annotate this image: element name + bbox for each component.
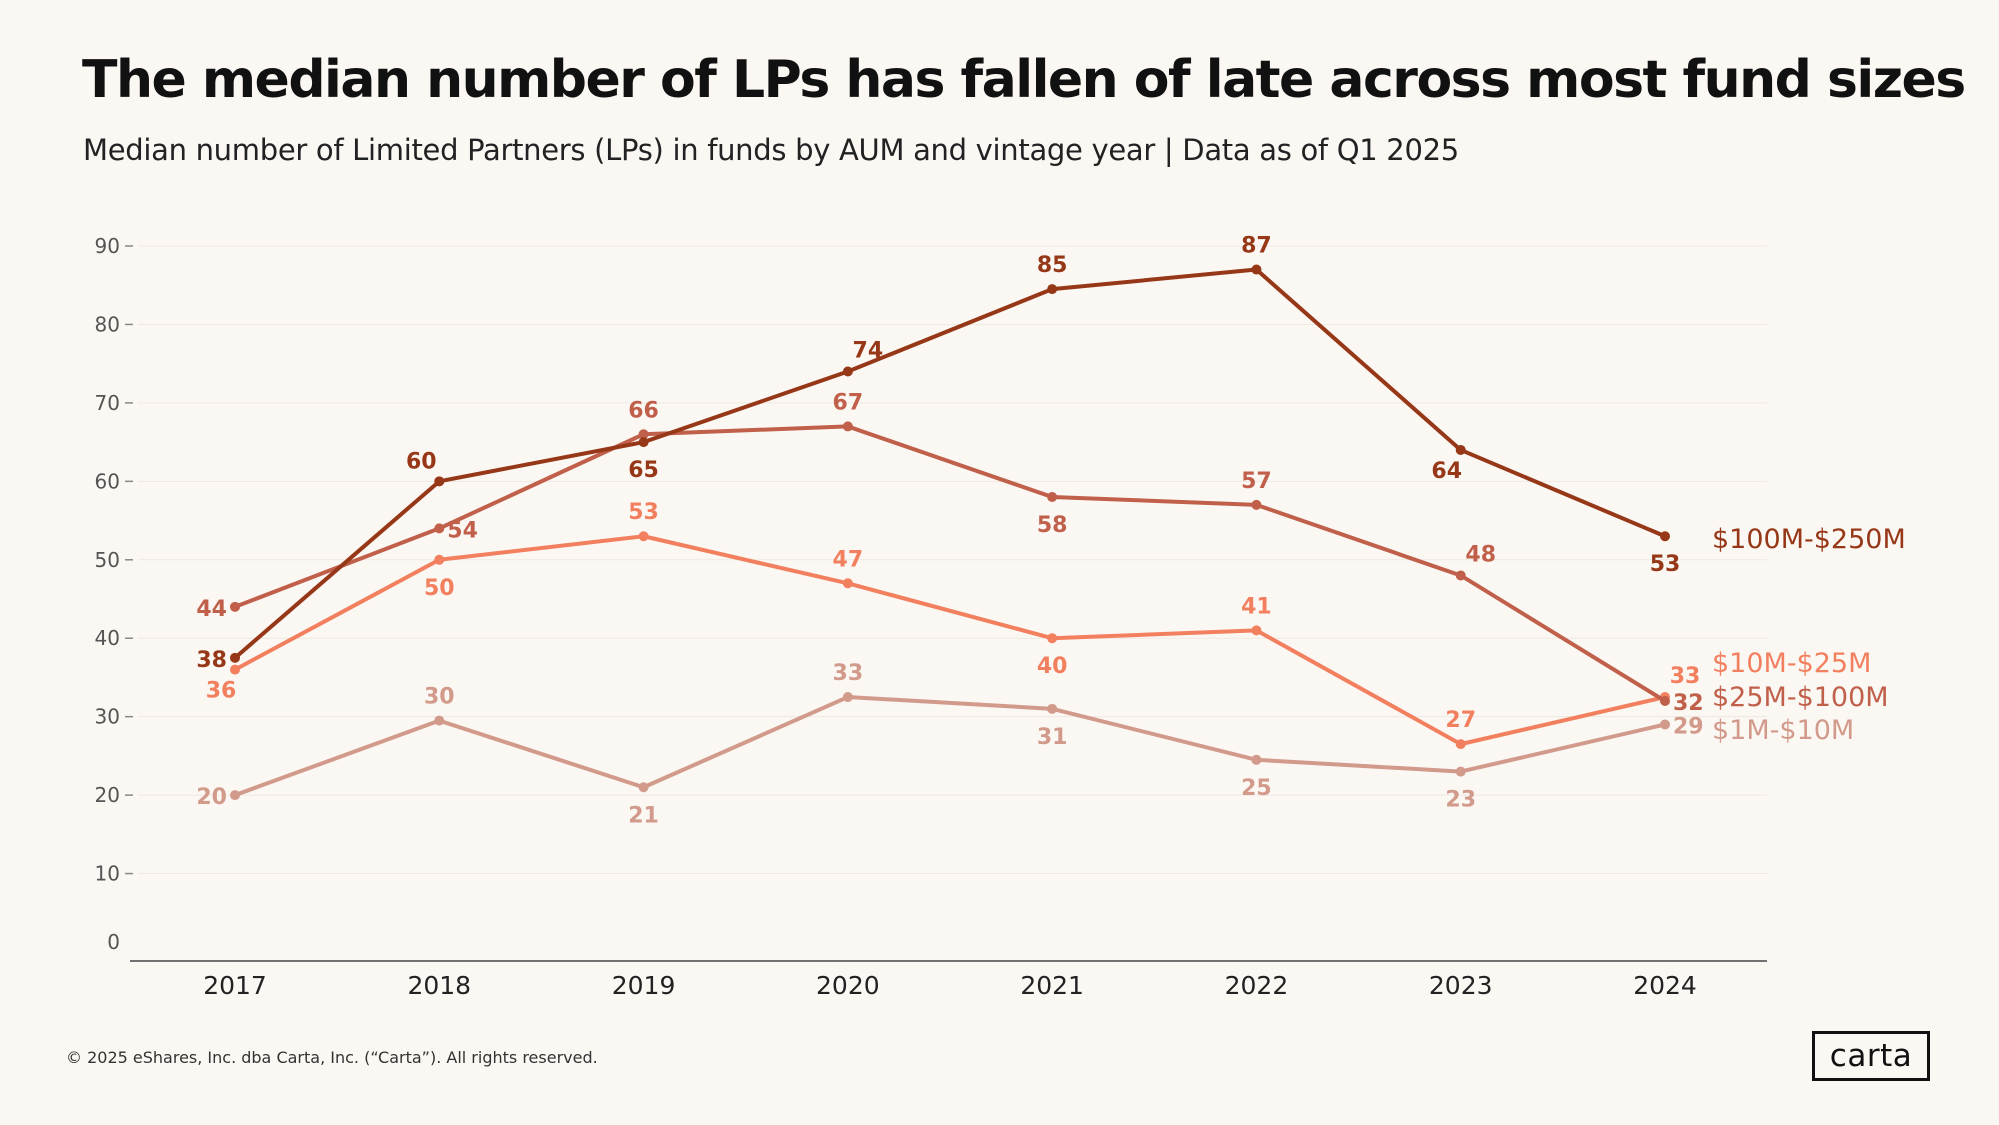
data-label-25m-100m-2019: 66 [628, 398, 659, 423]
data-point-1m-10m-2018 [434, 715, 445, 726]
data-point-10m-25m-2017 [230, 664, 240, 675]
series-lines [230, 264, 1670, 801]
legend-label-25m-100m: $25M-$100M [1712, 682, 1889, 713]
data-label-100m-250m-2022: 87 [1241, 234, 1272, 259]
grid-lines [138, 245, 1767, 875]
data-point-100m-250m-2019 [638, 437, 649, 448]
data-point-1m-10m-2022 [1251, 754, 1262, 765]
data-label-25m-100m-2017: 44 [196, 597, 227, 622]
data-label-1m-10m-2022: 25 [1241, 776, 1272, 801]
y-tick-label-30: 30 [95, 705, 120, 729]
data-label-10m-25m-2019: 53 [628, 500, 659, 525]
data-point-10m-25m-2023 [1455, 739, 1466, 750]
series-line-10m-25m [233, 534, 1667, 747]
data-label-1m-10m-2017: 20 [196, 785, 227, 810]
data-label-25m-100m-2018: 54 [447, 518, 478, 543]
carta-logo: carta [1812, 1031, 1930, 1081]
chart-title: The median number of LPs has fallen of l… [82, 50, 1966, 110]
data-label-10m-25m-2020: 47 [833, 547, 864, 572]
data-point-1m-10m-2020 [842, 692, 853, 703]
data-labels: 20 30 21 33 31 25 23 29 36 50 53 47 40 41 27 33 44 54 66 67… [196, 234, 1703, 829]
data-point-25m-100m-2024 [1660, 695, 1670, 706]
x-tick-label-2022: 2022 [1225, 971, 1289, 1000]
y-tick-label-80: 80 [95, 312, 120, 336]
data-point-10m-25m-2020 [842, 578, 853, 589]
y-tick-label-50: 50 [95, 548, 120, 572]
data-label-1m-10m-2024: 29 [1673, 715, 1704, 740]
data-label-1m-10m-2021: 31 [1037, 725, 1068, 750]
x-tick-label-2023: 2023 [1429, 971, 1493, 1000]
data-label-100m-250m-2024: 53 [1650, 552, 1681, 577]
y-tick-label-20: 20 [95, 783, 120, 807]
legend-label-10m-25m: $10M-$25M [1712, 648, 1871, 679]
x-tick-label-2019: 2019 [612, 971, 676, 1000]
y-tick-label-90: 90 [95, 234, 120, 258]
data-point-25m-100m-2023 [1455, 570, 1466, 581]
legend: $100M-$250M $10M-$25M$25M-$100M$1M-$10M [1712, 524, 1906, 746]
data-label-25m-100m-2020: 67 [833, 390, 864, 415]
data-label-10m-25m-2021: 40 [1037, 654, 1068, 679]
data-point-25m-100m-2020 [842, 421, 853, 432]
data-point-100m-250m-2021 [1047, 284, 1058, 295]
data-label-10m-25m-2022: 41 [1241, 594, 1272, 619]
data-point-1m-10m-2019 [638, 782, 649, 793]
x-tick-label-2024: 2024 [1633, 971, 1697, 1000]
data-point-25m-100m-2022 [1251, 499, 1262, 510]
series-line-100m-250m [233, 267, 1667, 660]
data-label-1m-10m-2019: 21 [628, 803, 659, 828]
data-point-10m-25m-2019 [638, 531, 649, 542]
data-label-100m-250m-2023: 64 [1431, 459, 1462, 484]
data-label-1m-10m-2023: 23 [1445, 788, 1476, 813]
chart-subtitle: Median number of Limited Partners (LPs) … [83, 133, 1459, 167]
data-label-10m-25m-2018: 50 [424, 576, 455, 601]
data-label-10m-25m-2023: 27 [1445, 708, 1476, 733]
y-tick-label-0: 0 [107, 930, 120, 954]
series-line-1m-10m [233, 695, 1667, 798]
data-point-100m-250m-2020 [842, 366, 853, 377]
x-tick-label-2017: 2017 [203, 971, 267, 1000]
data-label-100m-250m-2018: 60 [406, 449, 437, 474]
data-point-25m-100m-2017 [230, 601, 240, 612]
data-point-1m-10m-2023 [1455, 766, 1466, 777]
data-point-25m-100m-2021 [1047, 492, 1058, 503]
y-tick-label-40: 40 [95, 626, 120, 650]
y-tick-label-10: 10 [95, 862, 120, 886]
data-label-25m-100m-2022: 57 [1241, 469, 1272, 494]
series-line-25m-100m [233, 424, 1667, 703]
data-point-10m-25m-2022 [1251, 625, 1262, 636]
data-label-100m-250m-2021: 85 [1037, 253, 1068, 278]
data-label-100m-250m-2020: 74 [853, 339, 884, 364]
data-label-25m-100m-2023: 48 [1465, 542, 1496, 567]
legend-label-100m-250m: $100M-$250M [1712, 524, 1906, 555]
data-point-100m-250m-2017 [230, 652, 240, 663]
copyright-footer: © 2025 eShares, Inc. dba Carta, Inc. (“C… [66, 1048, 598, 1067]
data-point-100m-250m-2018 [434, 476, 445, 487]
data-point-100m-250m-2024 [1660, 531, 1670, 542]
data-label-10m-25m-2017: 36 [206, 679, 237, 704]
data-point-10m-25m-2021 [1047, 633, 1058, 644]
x-tick-label-2018: 2018 [407, 971, 471, 1000]
data-point-100m-250m-2022 [1251, 264, 1262, 275]
data-point-10m-25m-2018 [434, 554, 445, 565]
data-label-10m-25m-2024: 33 [1670, 664, 1701, 689]
data-point-1m-10m-2017 [230, 790, 240, 801]
data-point-25m-100m-2019 [638, 429, 649, 440]
data-point-1m-10m-2024 [1660, 719, 1670, 730]
y-tick-label-70: 70 [95, 391, 120, 415]
data-label-25m-100m-2024: 32 [1673, 691, 1704, 716]
x-tick-label-2020: 2020 [816, 971, 880, 1000]
legend-label-1m-10m: $1M-$10M [1712, 715, 1854, 746]
data-point-25m-100m-2018 [434, 523, 445, 534]
x-tick-label-2021: 2021 [1020, 971, 1084, 1000]
data-point-1m-10m-2021 [1047, 703, 1058, 714]
data-label-100m-250m-2019: 65 [628, 458, 659, 483]
data-label-1m-10m-2020: 33 [833, 661, 864, 686]
data-point-100m-250m-2023 [1455, 444, 1466, 455]
data-label-100m-250m-2017: 38 [196, 648, 227, 673]
data-label-1m-10m-2018: 30 [424, 685, 455, 710]
y-tick-label-60: 60 [95, 469, 120, 493]
data-label-25m-100m-2021: 58 [1037, 513, 1068, 538]
